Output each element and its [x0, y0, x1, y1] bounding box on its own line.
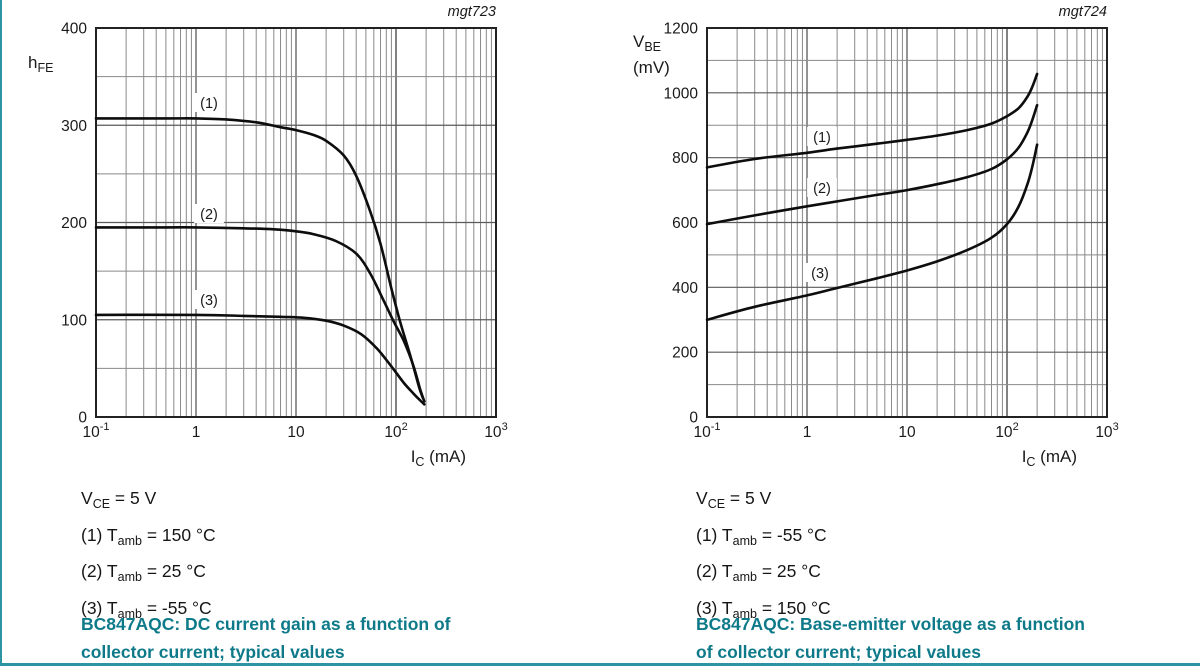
curve-1	[94, 117, 424, 399]
y-axis-label: hFE	[28, 53, 53, 75]
condition-text: = 25 °C	[141, 561, 206, 581]
condition-line: (3) Tamb = -55 °C	[81, 593, 216, 630]
panel-divider	[0, 0, 2, 666]
condition-text: = 5 V	[725, 488, 772, 508]
curve-label-bg-3	[805, 263, 835, 282]
y-tick-label: 100	[61, 312, 87, 329]
curve-label-2: (2)	[813, 181, 831, 197]
x-tick-label: 10-1	[693, 421, 720, 441]
chart-panel-right: 0 200 400 600 800 1000 1200 10-1 1 10 102 103 IC (mA…	[600, 0, 1200, 666]
y-tick-label: 0	[689, 410, 698, 427]
y-tick-label: 1000	[664, 85, 699, 102]
y-tick-label: 800	[672, 150, 698, 167]
curve-label-1: (1)	[813, 130, 831, 146]
plot-frame	[706, 27, 1108, 418]
condition-line: (2) Tamb = 25 °C	[696, 556, 831, 593]
curve-label-3: (3)	[200, 293, 218, 309]
x-tick-label: 103	[484, 421, 507, 441]
condition-subscript: amb	[117, 533, 142, 548]
conditions-right: VCE = 5 V (1) Tamb = -55 °C (2) Tamb = 25 …	[696, 483, 831, 629]
condition-text: (1) T	[696, 524, 733, 545]
x-tick-label: 102	[384, 421, 407, 441]
curve-1	[705, 72, 1039, 169]
caption-right-line1: BC847AQC: Base-emitter voltage as a func…	[696, 614, 1085, 634]
condition-line: (3) Tamb = 150 °C	[696, 593, 831, 630]
plot-frame	[95, 27, 497, 418]
curve-label-bg-2	[807, 178, 837, 197]
chart-panel-left: 0 100 200 300 400 10-1 1 10 102 103 IC (mA) hFE mgt7…	[28, 4, 508, 666]
condition-subscript: amb	[732, 570, 757, 584]
vbe-chart: 0 200 400 600 800 1000 1200 10-1 1 10 102 103 IC (mA…	[633, 4, 1119, 469]
y-tick-label: 400	[672, 280, 698, 297]
y-tick-label: 200	[672, 345, 698, 362]
curve-2	[94, 226, 426, 403]
x-tick-label: 10	[898, 424, 916, 441]
curve-2	[705, 103, 1039, 226]
condition-subscript: CE	[92, 497, 111, 511]
y-axis-label: VBE	[633, 32, 661, 54]
condition-line: VCE = 5 V	[696, 483, 831, 520]
y-tick-label: 400	[61, 21, 87, 38]
curve-label-bg-2	[194, 204, 224, 223]
y-tick-label: 1200	[664, 21, 699, 38]
caption-right: BC847AQC: Base-emitter voltage as a func…	[696, 611, 1085, 666]
condition-subscript: amb	[732, 533, 757, 548]
hfe-chart: 0 100 200 300 400 10-1 1 10 102 103 IC (mA) hFE mgt7…	[28, 4, 508, 469]
condition-subscript: CE	[707, 497, 726, 511]
condition-text: (1) T	[81, 524, 118, 545]
y-tick-label: 200	[61, 215, 87, 232]
condition-subscript: amb	[117, 570, 142, 584]
condition-text: (3) T	[81, 597, 118, 618]
x-tick-label: 103	[1095, 421, 1118, 441]
figure-id: mgt724	[1059, 4, 1107, 20]
curve-3	[705, 143, 1039, 322]
condition-text: (2) T	[81, 561, 118, 581]
curve-label-bg-3	[194, 290, 224, 309]
conditions-left: VCE = 5 V (1) Tamb = 150 °C (2) Tamb = 25 …	[81, 483, 216, 629]
x-axis-label: IC (mA)	[411, 447, 466, 469]
x-tick-label: 10	[287, 424, 305, 441]
condition-line: (1) Tamb = 150 °C	[81, 520, 216, 557]
x-tick-label: 102	[995, 421, 1018, 441]
caption-left-line1: BC847AQC: DC current gain as a function …	[81, 614, 451, 634]
condition-text: = -55 °C	[141, 597, 212, 618]
condition-text: V	[81, 488, 93, 508]
curve-3	[94, 313, 426, 406]
plot-grid	[96, 28, 496, 417]
condition-subscript: amb	[732, 606, 757, 621]
y-tick-label: 0	[78, 410, 87, 427]
caption-right-line2: of collector current; typical values	[696, 641, 981, 662]
condition-line: (1) Tamb = -55 °C	[696, 520, 831, 557]
curve-label-1: (1)	[200, 96, 218, 112]
x-tick-label: 10-1	[82, 421, 109, 441]
condition-text: = 150 °C	[756, 597, 831, 618]
y-axis-label: (mV)	[633, 58, 670, 77]
bottom-border	[0, 663, 1200, 666]
caption-left-line2: collector current; typical values	[81, 641, 345, 662]
condition-text: (3) T	[696, 597, 733, 618]
x-tick-label: 1	[192, 424, 201, 441]
curve-label-bg-1	[807, 127, 837, 146]
figure-id: mgt723	[448, 4, 496, 20]
condition-text: = 25 °C	[756, 561, 821, 581]
condition-line: (2) Tamb = 25 °C	[81, 556, 216, 593]
condition-text: (2) T	[696, 561, 733, 581]
y-tick-label: 300	[61, 118, 87, 135]
condition-line: VCE = 5 V	[81, 483, 216, 520]
condition-text: V	[696, 488, 708, 508]
caption-left: BC847AQC: DC current gain as a function …	[81, 611, 451, 666]
x-tick-label: 1	[803, 424, 812, 441]
curve-label-bg-1	[194, 93, 224, 112]
y-tick-label: 600	[672, 215, 698, 232]
condition-text: = 150 °C	[141, 524, 216, 545]
curve-label-3: (3)	[811, 266, 829, 282]
x-axis-label: IC (mA)	[1022, 447, 1077, 469]
condition-text: = 5 V	[110, 488, 157, 508]
condition-subscript: amb	[117, 606, 142, 621]
curve-label-2: (2)	[200, 207, 218, 223]
condition-text: = -55 °C	[756, 524, 827, 545]
plot-grid	[707, 28, 1107, 417]
